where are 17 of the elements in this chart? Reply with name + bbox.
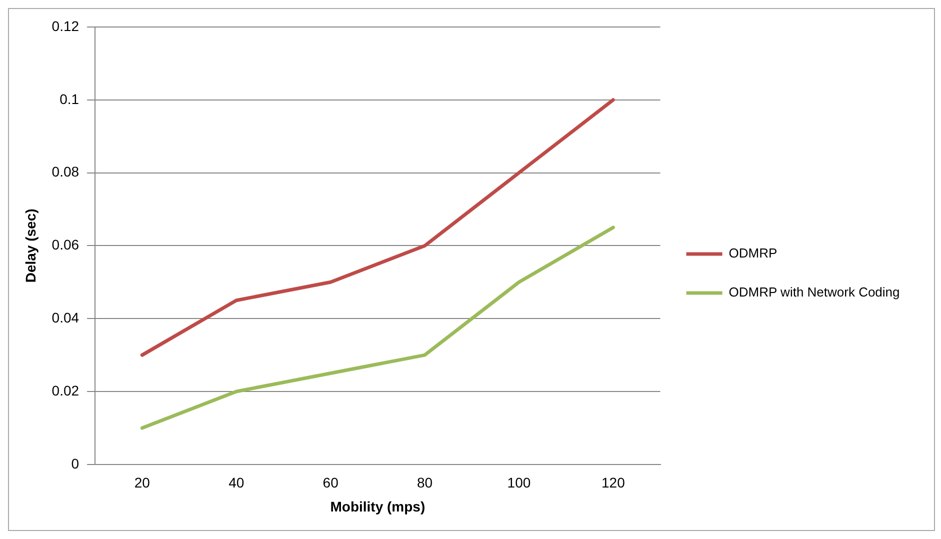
legend-label: ODMRP with Network Coding <box>728 284 900 300</box>
legend-label: ODMRP <box>728 246 778 261</box>
x-tick-label: 60 <box>322 474 339 491</box>
x-axis-title: Mobility (mps) <box>330 498 426 514</box>
y-axis-title: Delay (sec) <box>22 208 38 283</box>
y-tick-label: 0.04 <box>52 309 80 326</box>
x-tick-label: 20 <box>134 474 150 491</box>
y-tick-label: 0.08 <box>52 164 80 180</box>
y-tick-label: 0.12 <box>52 18 80 34</box>
y-tick-label: 0.1 <box>60 90 80 107</box>
y-tick-label: 0.02 <box>52 382 80 398</box>
x-tick-label: 80 <box>416 474 433 491</box>
y-tick-label: 0.06 <box>52 236 80 253</box>
y-tick-label: 0 <box>71 455 80 472</box>
x-tick-label: 40 <box>228 474 244 491</box>
x-tick-label: 120 <box>602 474 626 491</box>
x-tick-label: 100 <box>507 474 531 491</box>
